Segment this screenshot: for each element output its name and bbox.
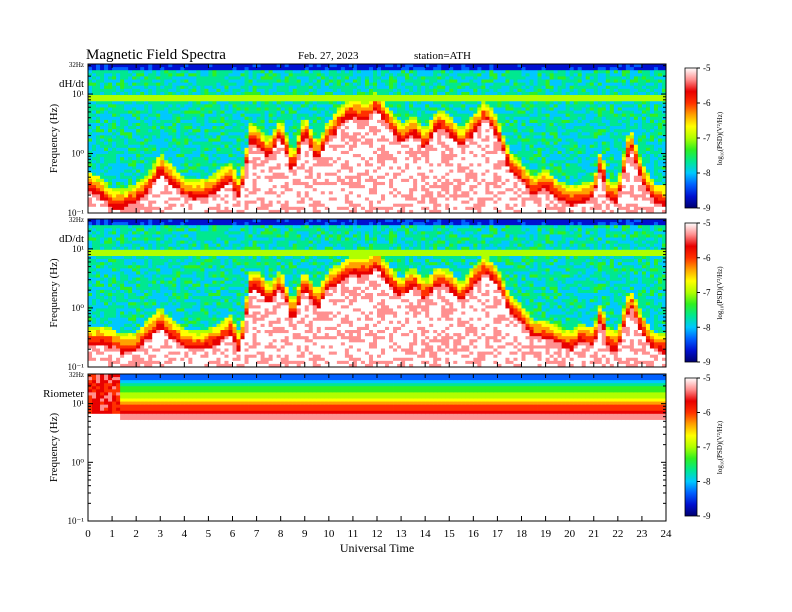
y-tick-label: 10¹ bbox=[72, 244, 84, 254]
colorbar-tick-label: -6 bbox=[703, 253, 711, 263]
y-tick-label: 10⁻¹ bbox=[68, 516, 85, 526]
y-axis-label: Frequency (Hz) bbox=[48, 104, 60, 174]
y-tick-label: 10⁰ bbox=[71, 303, 84, 313]
x-tick-label: 14 bbox=[420, 528, 432, 540]
y-tick-label: 32Hz bbox=[69, 216, 84, 224]
y-tick-label: 10⁰ bbox=[71, 457, 84, 467]
x-tick-label: 12 bbox=[372, 528, 383, 540]
colorbar-tick-label: -9 bbox=[703, 203, 711, 213]
colorbar: -9 -8 -7 -6 -5 log₁₀(PSD)(V²/Hz) bbox=[684, 63, 724, 213]
spectrogram-raster bbox=[88, 219, 667, 368]
x-tick-label: 9 bbox=[302, 528, 308, 540]
y-axis-label: Frequency (Hz) bbox=[48, 413, 60, 483]
colorbar-scale bbox=[684, 67, 698, 209]
spectrogram-raster bbox=[88, 374, 667, 522]
x-tick-label: 5 bbox=[206, 528, 212, 540]
colorbar: -9 -8 -7 -6 -5 log₁₀(PSD)(V²/Hz) bbox=[684, 218, 724, 367]
colorbar-tick-label: -8 bbox=[703, 477, 711, 487]
x-tick-label: 0 bbox=[85, 528, 91, 540]
colorbar-tick-label: -8 bbox=[703, 168, 711, 178]
y-tick-label: 10⁻¹ bbox=[68, 208, 85, 218]
colorbar-label: log₁₀(PSD)(V²/Hz) bbox=[716, 111, 724, 165]
x-tick-label: 8 bbox=[278, 528, 284, 540]
station-label: station=ATH bbox=[414, 50, 471, 62]
x-tick-label: 1 bbox=[109, 528, 115, 540]
figure-title: Magnetic Field Spectra bbox=[86, 47, 226, 63]
panel-label: Riometer bbox=[43, 388, 84, 400]
colorbar-tick-label: -5 bbox=[703, 63, 711, 73]
colorbar-tick-label: -9 bbox=[703, 511, 711, 521]
y-tick-label: 10⁻¹ bbox=[68, 362, 85, 372]
colorbar-tick-label: -5 bbox=[703, 373, 711, 383]
colorbar-scale bbox=[684, 222, 698, 363]
y-tick-label: 10¹ bbox=[72, 89, 84, 99]
x-tick-label: 4 bbox=[182, 528, 188, 540]
figure-header: Magnetic Field Spectra Feb. 27, 2023 sta… bbox=[86, 47, 471, 63]
x-tick-label: 10 bbox=[323, 528, 335, 540]
x-tick-label: 23 bbox=[636, 528, 648, 540]
x-tick-label: 22 bbox=[612, 528, 623, 540]
colorbar: -9 -8 -7 -6 -5 log₁₀(PSD)(V²/Hz) bbox=[684, 373, 724, 521]
colorbar-tick-label: -7 bbox=[703, 442, 711, 452]
x-tick-label: 13 bbox=[396, 528, 408, 540]
x-tick-label: 16 bbox=[468, 528, 480, 540]
panel-label: dH/dt bbox=[59, 78, 84, 90]
x-axis-label: Universal Time bbox=[340, 541, 414, 555]
colorbar-tick-label: -8 bbox=[703, 322, 711, 332]
colorbar-scale bbox=[684, 377, 698, 517]
x-tick-label: 7 bbox=[254, 528, 260, 540]
colorbar-tick-label: -7 bbox=[703, 288, 711, 298]
x-tick-label: 15 bbox=[444, 528, 456, 540]
colorbar-tick-label: -6 bbox=[703, 98, 711, 108]
colorbar-label: log₁₀(PSD)(V²/Hz) bbox=[716, 420, 724, 474]
colorbar-tick-label: -9 bbox=[703, 357, 711, 367]
y-tick-label: 32Hz bbox=[69, 61, 84, 69]
x-tick-label: 11 bbox=[348, 528, 359, 540]
panel-riometer: Riometer 10⁻¹ 10⁰ 10¹ 32Hz Frequency (Hz) -9 -8… bbox=[43, 371, 724, 526]
x-tick-label: 20 bbox=[564, 528, 576, 540]
x-tick-label: 6 bbox=[230, 528, 236, 540]
x-tick-label: 24 bbox=[661, 528, 673, 540]
spectrogram-raster bbox=[88, 64, 667, 214]
x-tick-label: 3 bbox=[158, 528, 164, 540]
y-axis-label: Frequency (Hz) bbox=[48, 258, 60, 328]
colorbar-tick-label: -7 bbox=[703, 133, 711, 143]
y-tick-label: 10⁰ bbox=[71, 149, 84, 159]
colorbar-label: log₁₀(PSD)(V²/Hz) bbox=[716, 266, 724, 320]
y-tick-label: 10¹ bbox=[72, 399, 84, 409]
x-tick-label: 17 bbox=[492, 528, 504, 540]
x-tick-label: 18 bbox=[516, 528, 528, 540]
colorbar-tick-label: -6 bbox=[703, 408, 711, 418]
x-tick-label: 19 bbox=[540, 528, 552, 540]
figure-date: Feb. 27, 2023 bbox=[298, 50, 359, 62]
panel-label: dD/dt bbox=[59, 233, 84, 245]
y-tick-label: 32Hz bbox=[69, 371, 84, 379]
colorbar-tick-label: -5 bbox=[703, 218, 711, 228]
x-tick-label: 21 bbox=[588, 528, 599, 540]
x-axis: Universal Time 0 1 2 3 4 5 6 7 8 9 10 11 12 13 14 15 16 1… bbox=[85, 528, 672, 555]
x-tick-label: 2 bbox=[133, 528, 139, 540]
